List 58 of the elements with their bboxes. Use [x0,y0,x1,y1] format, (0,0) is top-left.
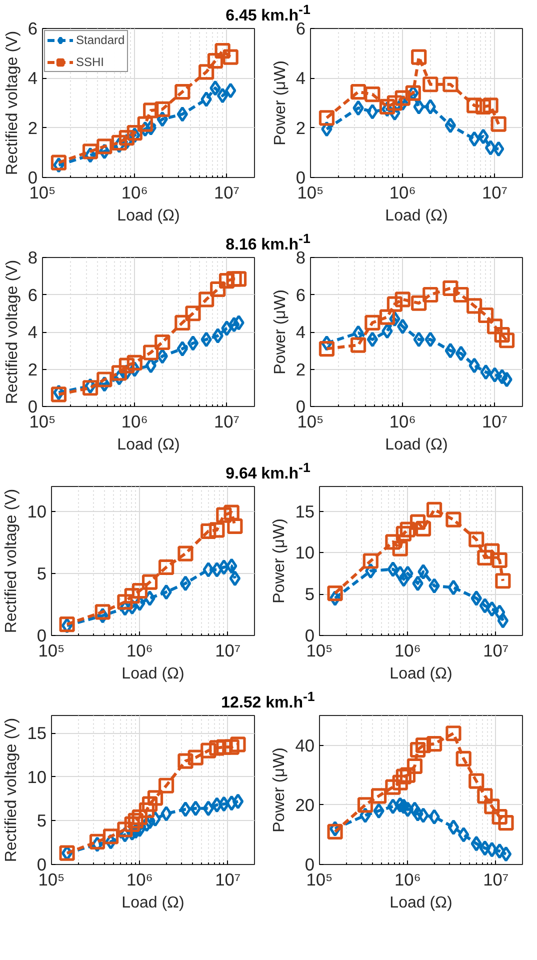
y-tick-label: 6 [28,284,38,305]
x-tick-label: 10⁶ [394,870,421,890]
y-tick-label: 4 [296,68,306,88]
y-tick-label: 4 [28,322,38,342]
x-axis-title: Load (Ω) [117,436,180,454]
x-axis-title: Load (Ω) [390,894,452,912]
y-axis-title: Rectified voltage (V) [4,30,21,176]
chart-title: 12.52 km.h$^{-1}$ [221,688,315,714]
x-tick-label: 10⁶ [121,412,148,432]
x-axis-title: Load (Ω) [117,208,180,224]
chart-title: 9.64 km.h$^{-1}$ [226,459,310,484]
y-axis-title: Rectified voltage (V) [3,488,20,634]
x-tick-label: 10⁶ [389,412,416,432]
y-tick-label: 4 [28,68,38,88]
x-tick-label: 10⁷ [482,182,508,202]
y-tick-label: 10 [295,542,315,563]
x-tick-label: 10⁶ [126,640,153,660]
y-tick-label: 2 [28,118,38,138]
y-tick-label: 10 [27,501,47,522]
y-tick-label: 5 [36,563,47,584]
x-axis-title: Load (Ω) [122,894,184,912]
x-tick-label: 10⁷ [215,870,241,890]
legend-label: SSHI [76,55,104,69]
y-tick-label: 6 [28,18,38,38]
y-tick-label: 6 [296,284,306,305]
y-axis-title: Rectified voltage (V) [4,260,21,404]
x-tick-label: 10⁷ [482,412,508,432]
y-axis-title: Rectified voltage (V) [3,718,20,862]
y-tick-label: 10 [27,766,47,787]
x-axis-title: Load (Ω) [385,436,448,454]
y-axis-title: Power (μW) [272,60,289,146]
y-axis-title: Power (μW) [271,518,288,604]
y-tick-label: 2 [296,118,306,138]
y-tick-label: 2 [28,359,38,380]
x-tick-label: 10⁶ [389,182,416,202]
y-tick-label: 4 [296,322,306,342]
x-tick-label: 10⁷ [214,182,240,202]
x-tick-label: 10⁷ [483,870,509,890]
x-axis-title: Load (Ω) [390,666,452,682]
y-tick-label: 8 [28,248,38,268]
y-tick-label: 15 [295,501,315,522]
y-tick-label: 15 [27,723,47,744]
x-tick-label: 10⁷ [214,412,240,432]
x-tick-label: 10⁷ [215,640,241,660]
legend-label: Standard [76,33,125,47]
x-tick-label: 10⁶ [121,182,148,202]
y-tick-label: 2 [296,359,306,380]
x-axis-title: Load (Ω) [385,208,448,224]
y-tick-label: 5 [304,584,315,604]
y-tick-label: 5 [36,810,47,831]
y-tick-label: 20 [295,794,315,815]
y-axis-title: Power (μW) [271,748,288,832]
x-tick-label: 10⁶ [126,870,153,890]
y-tick-label: 40 [295,735,315,756]
x-axis-title: Load (Ω) [122,666,184,682]
x-tick-label: 10⁶ [394,640,421,660]
y-axis-title: Power (μW) [272,290,289,374]
x-tick-label: 10⁷ [483,640,509,660]
